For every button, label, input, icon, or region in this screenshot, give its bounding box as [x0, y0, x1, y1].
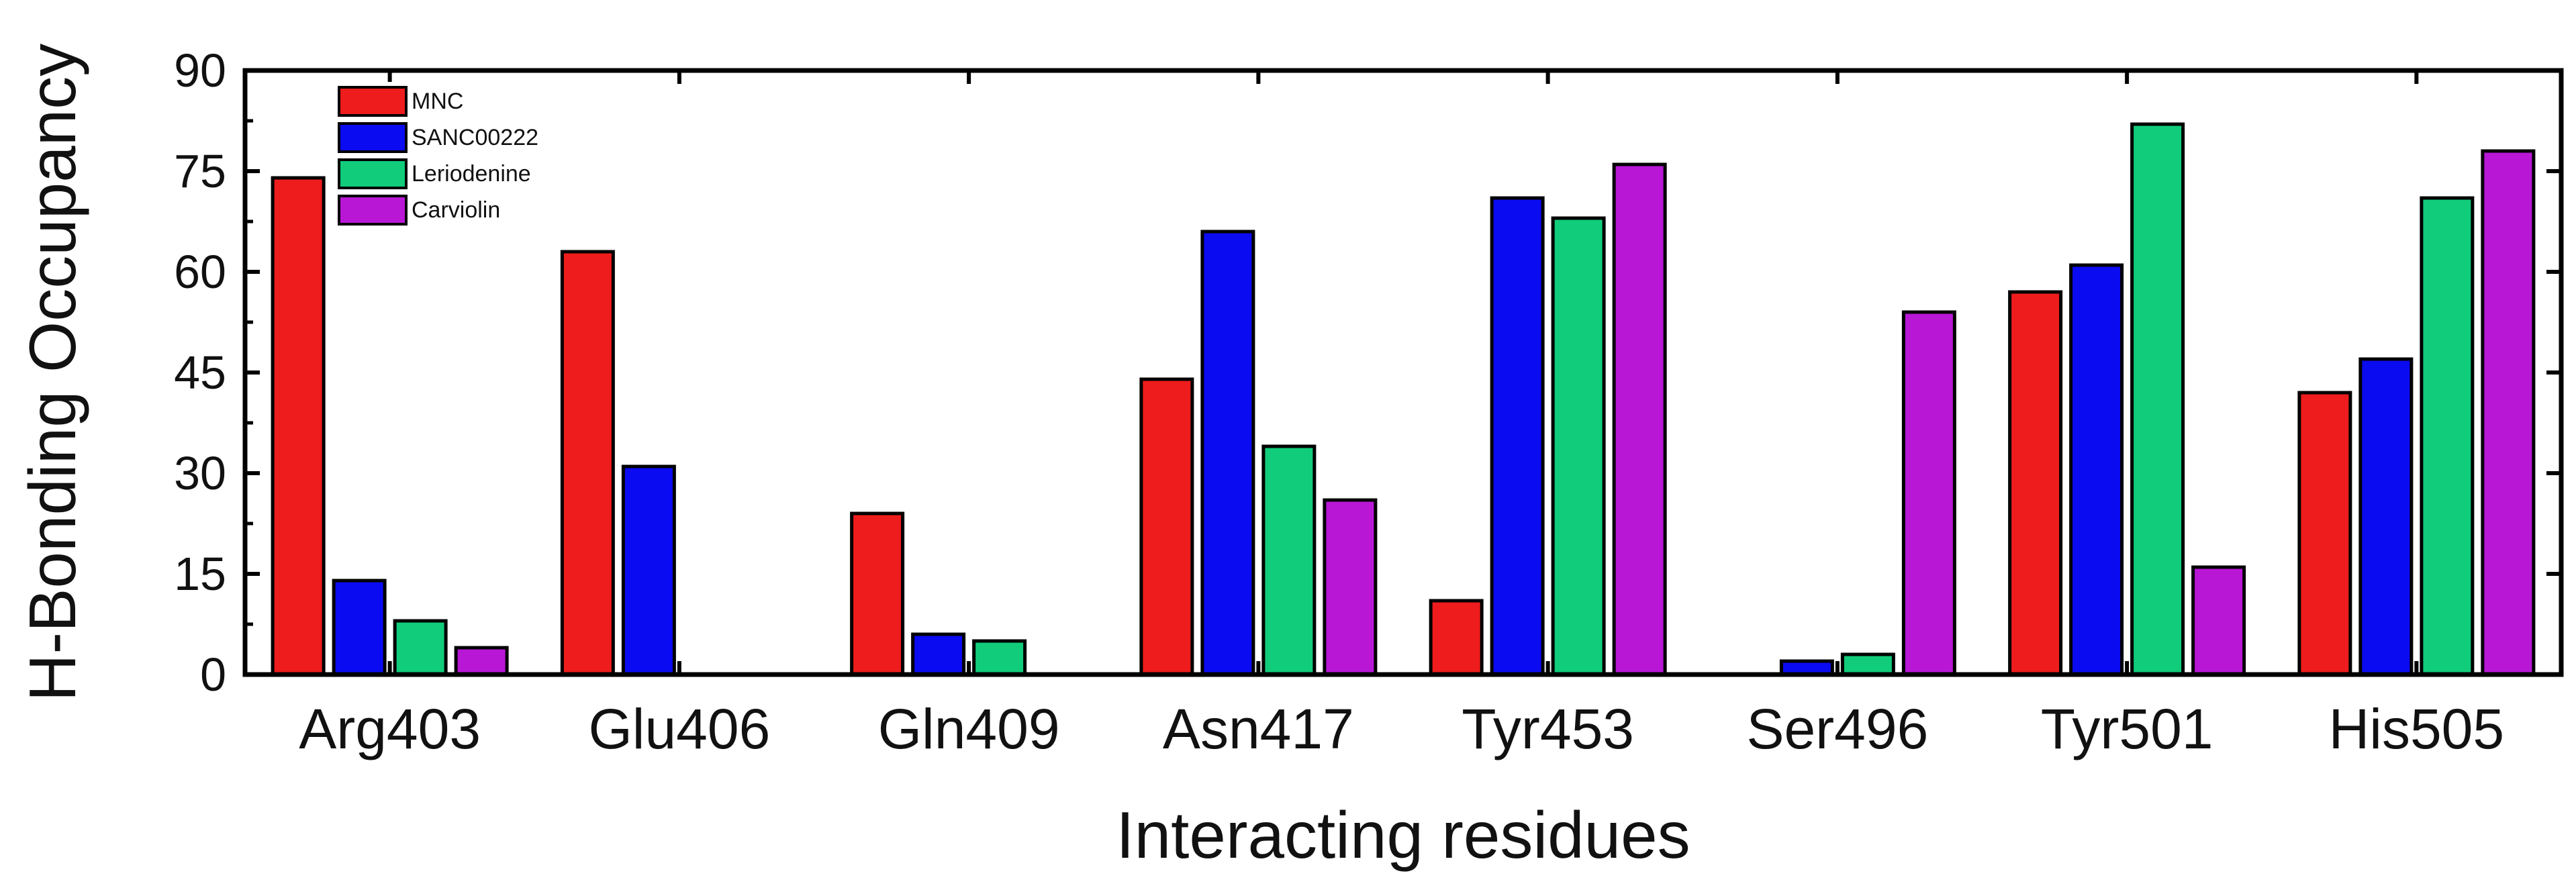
bar-leriodenine-ser496	[1840, 652, 1895, 677]
bar-mnc-asn417	[1139, 377, 1194, 677]
legend-swatch-carviolin	[338, 195, 408, 226]
x-tick-label: His505	[2329, 697, 2504, 760]
bar-carviolin-tyr501	[2191, 565, 2246, 677]
y-tick-label: 0	[200, 648, 226, 701]
x-axis-title: Interacting residues	[1116, 798, 1690, 872]
y-tick-label: 75	[174, 145, 226, 197]
bar-mnc-gln409	[850, 511, 905, 677]
bar-leriodenine-his505	[2420, 196, 2475, 677]
bar-sanc00222-asn417	[1200, 230, 1255, 677]
x-tick-label: Asn417	[1163, 697, 1354, 760]
y-tick-label: 30	[174, 447, 226, 499]
bar-mnc-his505	[2297, 391, 2352, 677]
x-tick-label: Arg403	[299, 697, 481, 760]
bar-carviolin-ser496	[1901, 310, 1956, 677]
bar-carviolin-his505	[2481, 149, 2536, 677]
bar-sanc00222-arg403	[332, 579, 387, 677]
legend-label: Leriodenine	[412, 161, 531, 187]
legend-swatch-leriodenine	[338, 158, 408, 189]
bar-leriodenine-asn417	[1261, 444, 1317, 677]
legend-swatch-mnc	[338, 86, 408, 117]
bar-sanc00222-tyr453	[1490, 196, 1545, 677]
bar-carviolin-arg403	[454, 646, 509, 677]
y-tick-label: 45	[174, 346, 226, 399]
legend-label: SANC00222	[412, 125, 538, 150]
bars-layer	[271, 122, 2536, 677]
y-tick-label: 60	[174, 246, 226, 298]
legend-label: Carviolin	[412, 197, 500, 223]
legend-label: MNC	[412, 89, 463, 114]
y-tick-label: 90	[174, 44, 226, 97]
x-tick-label: Tyr501	[2041, 697, 2213, 760]
bar-carviolin-asn417	[1323, 498, 1378, 677]
bar-leriodenine-gln409	[972, 639, 1027, 677]
y-axis-title: H-Bonding Occupancy	[15, 44, 89, 702]
x-tick-label: Gln409	[878, 697, 1060, 760]
bar-sanc00222-his505	[2358, 357, 2414, 677]
bar-mnc-tyr453	[1429, 599, 1484, 677]
y-tick-label: 15	[174, 548, 226, 600]
x-tick-label: Tyr453	[1462, 697, 1634, 760]
bar-carviolin-tyr453	[1612, 162, 1667, 677]
bar-mnc-arg403	[271, 176, 326, 677]
bar-sanc00222-tyr501	[2069, 263, 2124, 677]
bar-mnc-glu406	[560, 250, 615, 677]
x-tick-label: Ser496	[1746, 697, 1928, 760]
bar-sanc00222-glu406	[621, 464, 676, 677]
bar-mnc-tyr501	[2008, 290, 2063, 677]
legend-swatch-sanc00222	[338, 122, 408, 153]
legend: MNC SANC00222 Leriodenine Carviolin	[331, 82, 620, 231]
y-axis: 0 15 30 45 60 75 90	[174, 44, 2561, 701]
x-tick-label: Glu406	[588, 697, 770, 760]
bar-leriodenine-arg403	[393, 619, 448, 677]
x-axis: Arg403 Glu406 Gln409 Asn417 Tyr453 Ser496 Tyr5…	[299, 70, 2504, 760]
bar-leriodenine-tyr453	[1551, 216, 1606, 677]
bar-sanc00222-gln409	[911, 632, 966, 677]
bar-leriodenine-tyr501	[2130, 122, 2185, 677]
